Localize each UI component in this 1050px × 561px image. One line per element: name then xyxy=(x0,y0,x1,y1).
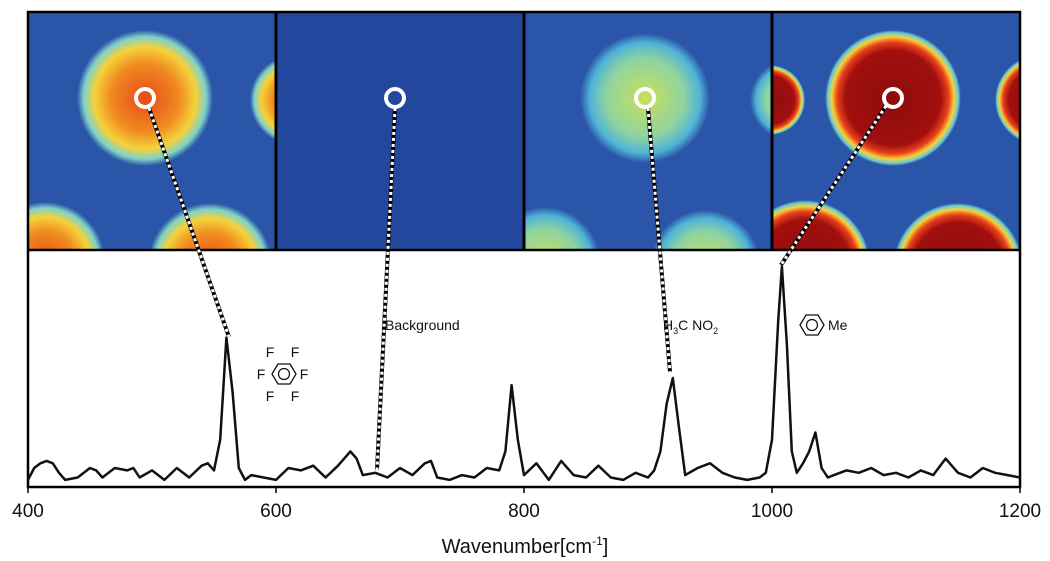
text-part: ] xyxy=(603,536,609,558)
x-tick-label: 1000 xyxy=(751,501,793,522)
x-axis-label: Wavenumber[cm-1] xyxy=(442,534,609,558)
x-tick-label: 600 xyxy=(260,501,292,522)
benzene-f6: F F F F F F xyxy=(257,344,309,404)
x-tick-label: 1200 xyxy=(999,501,1041,522)
x-tick-label: 800 xyxy=(508,501,540,522)
annotation: F xyxy=(266,344,275,360)
spectrum-line xyxy=(26,265,1021,482)
annotation: H3C NO2 xyxy=(663,317,718,336)
panel xyxy=(276,12,524,250)
text-part: -1 xyxy=(592,534,603,548)
blobs xyxy=(524,33,772,250)
blobs xyxy=(28,30,276,250)
annotation: Me xyxy=(828,317,848,333)
x-tick-label: 400 xyxy=(12,501,44,522)
annotation: F xyxy=(257,366,266,382)
text-part: Wavenumber[cm xyxy=(442,536,592,558)
annotation: Background xyxy=(385,317,460,333)
annotation: F xyxy=(291,344,300,360)
annotation: F xyxy=(291,388,300,404)
text-part: H xyxy=(663,317,673,333)
text-part: 2 xyxy=(713,326,718,336)
benzene-me: Me xyxy=(799,314,848,336)
annotation: F xyxy=(300,366,309,382)
image-panels xyxy=(28,12,1020,250)
panel-borders xyxy=(274,12,774,250)
text-part: 3 xyxy=(673,326,678,336)
annotation: F xyxy=(266,388,275,404)
blobs xyxy=(772,30,1020,250)
connectors xyxy=(134,87,904,471)
text-part: C NO xyxy=(678,317,713,333)
